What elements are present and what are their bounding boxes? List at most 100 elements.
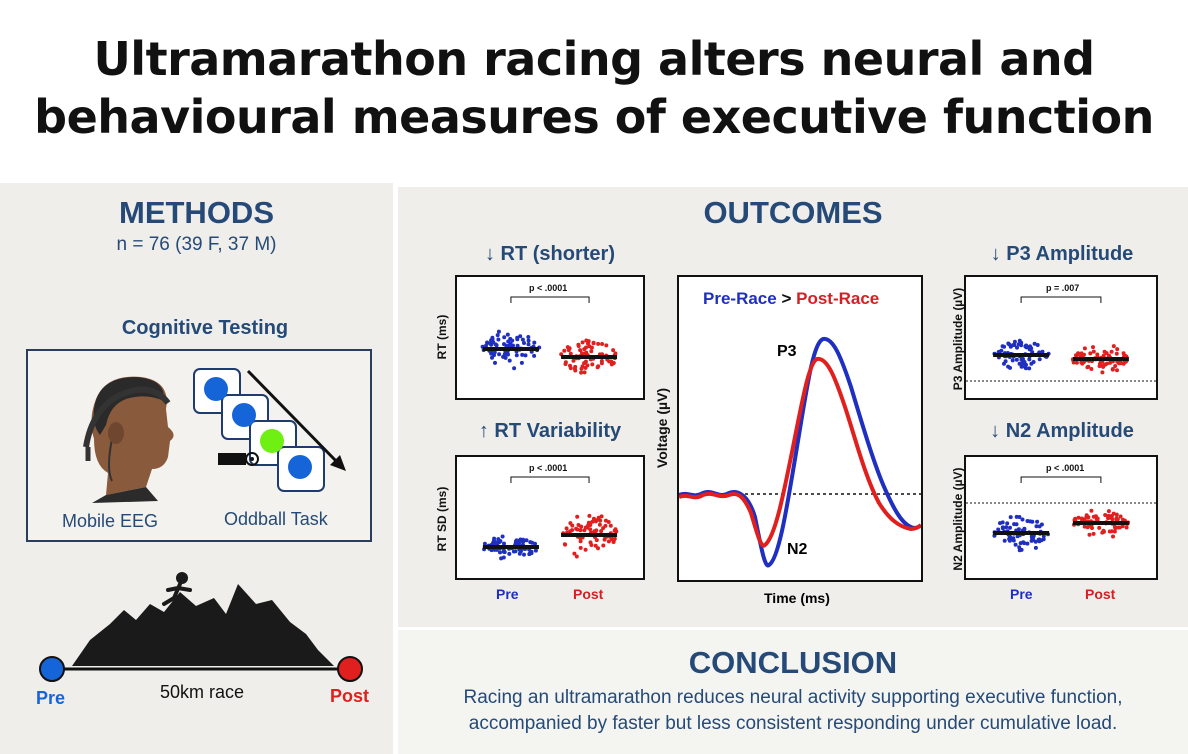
erp-legend-post: Post-Race — [796, 289, 880, 308]
post-dot — [1098, 361, 1102, 366]
post-dot — [1071, 360, 1076, 365]
post-dot — [596, 341, 601, 346]
rtvar-p-value: p < .0001 — [529, 463, 568, 473]
post-dot — [1089, 508, 1094, 513]
outcomes-heading: OUTCOMES — [703, 195, 883, 230]
post-dot — [1100, 370, 1105, 375]
erp-legend-pre: Pre-Race — [703, 289, 777, 308]
pre-dot — [522, 341, 526, 345]
post-dot — [580, 364, 585, 369]
pre-dot — [1041, 534, 1046, 539]
race-distance-label: 50km race — [160, 682, 245, 702]
post-dot — [1074, 360, 1079, 365]
pre-dot — [1003, 359, 1008, 364]
post-dot — [598, 518, 603, 523]
post-dot — [594, 518, 599, 523]
post-dot — [568, 521, 573, 526]
mountain-race-icon — [39, 572, 363, 682]
pre-dot — [1017, 361, 1022, 366]
post-dot — [1082, 524, 1087, 529]
pre-dot — [1027, 357, 1032, 362]
post-dot — [1085, 525, 1090, 530]
rt-plot-area — [480, 296, 618, 375]
post-dot — [1097, 525, 1102, 530]
post-dot — [1106, 513, 1111, 518]
pre-dot — [514, 353, 519, 358]
pre-dot — [517, 541, 521, 546]
pre-dot — [489, 351, 494, 356]
p3-plot-title: ↓ P3 Amplitude — [990, 243, 1134, 265]
pre-dot — [511, 549, 516, 554]
pre-dot — [526, 338, 531, 343]
pre-dot — [490, 355, 494, 360]
post-dot — [1079, 351, 1084, 356]
n2-y-label: N2 Amplitude (µV) — [951, 467, 965, 571]
pre-dot — [523, 353, 528, 358]
pre-dot — [499, 556, 504, 561]
n2-x-pre: Pre — [1010, 586, 1033, 602]
pre-dot — [502, 352, 507, 357]
methods-heading: METHODS — [119, 195, 274, 230]
rtvar-plot: p < .0001 — [455, 455, 645, 580]
post-dot — [1115, 347, 1120, 352]
pre-dot — [1016, 527, 1021, 532]
post-dot — [579, 370, 584, 375]
rtvar-y-label: RT SD (ms) — [435, 486, 449, 552]
pre-dot — [1027, 366, 1032, 371]
post-dot — [1115, 368, 1119, 373]
pre-dot — [1020, 517, 1025, 522]
rtvar-x-post: Post — [573, 586, 604, 602]
post-dot — [576, 342, 581, 347]
post-dot — [1114, 516, 1119, 521]
pre-dot — [510, 338, 515, 343]
pre-dot — [1017, 545, 1022, 550]
post-dot — [596, 546, 600, 551]
post-dot — [1108, 360, 1112, 365]
p3-p-value: p = .007 — [1046, 283, 1080, 293]
pre-dot — [524, 538, 529, 543]
pre-dot — [501, 549, 506, 554]
pre-dot — [507, 551, 512, 556]
conclusion-panel — [398, 630, 1188, 754]
pre-dot — [1007, 537, 1012, 541]
erp-plot-area — [678, 336, 923, 568]
pre-dot — [482, 541, 487, 546]
pre-dot — [1014, 522, 1019, 527]
post-marker-icon — [337, 656, 363, 682]
post-dot — [584, 338, 589, 343]
post-dot — [562, 348, 567, 353]
pre-dot — [514, 538, 519, 543]
mobile-eeg-label: Mobile EEG — [62, 511, 159, 531]
pre-dot — [507, 358, 512, 363]
post-dot — [589, 349, 594, 354]
post-dot — [1085, 365, 1090, 370]
significance-bracket — [510, 296, 590, 303]
oddball-cards-icon — [193, 368, 346, 492]
pre-dot — [1017, 515, 1022, 519]
pre-dot — [490, 335, 495, 340]
race-pre-label: Pre — [36, 688, 66, 708]
pre-dot — [497, 352, 502, 357]
pre-dot — [1035, 519, 1040, 524]
pre-dot — [488, 341, 492, 346]
sample-size: n = 76 (39 F, 37 M) — [116, 234, 277, 255]
pre-dot — [1036, 537, 1041, 542]
post-dot — [601, 543, 606, 548]
post-dot — [1118, 514, 1123, 519]
post-dot — [1094, 517, 1099, 522]
pre-dot — [1034, 524, 1039, 529]
post-dot — [573, 364, 578, 369]
erp-legend-gt: > — [781, 289, 792, 308]
n2-peak-label: N2 — [787, 541, 808, 558]
post-dot — [1114, 512, 1119, 517]
post-dot — [583, 547, 588, 552]
pre-dot — [1037, 357, 1042, 362]
pre-dot — [998, 521, 1002, 526]
n2-x-post: Post — [1085, 586, 1116, 602]
post-dot — [606, 539, 611, 544]
post-dot — [590, 362, 595, 367]
pre-dot — [496, 537, 501, 542]
post-dot — [1111, 511, 1116, 516]
post-dot — [1103, 513, 1108, 517]
post-dot — [1082, 517, 1086, 522]
